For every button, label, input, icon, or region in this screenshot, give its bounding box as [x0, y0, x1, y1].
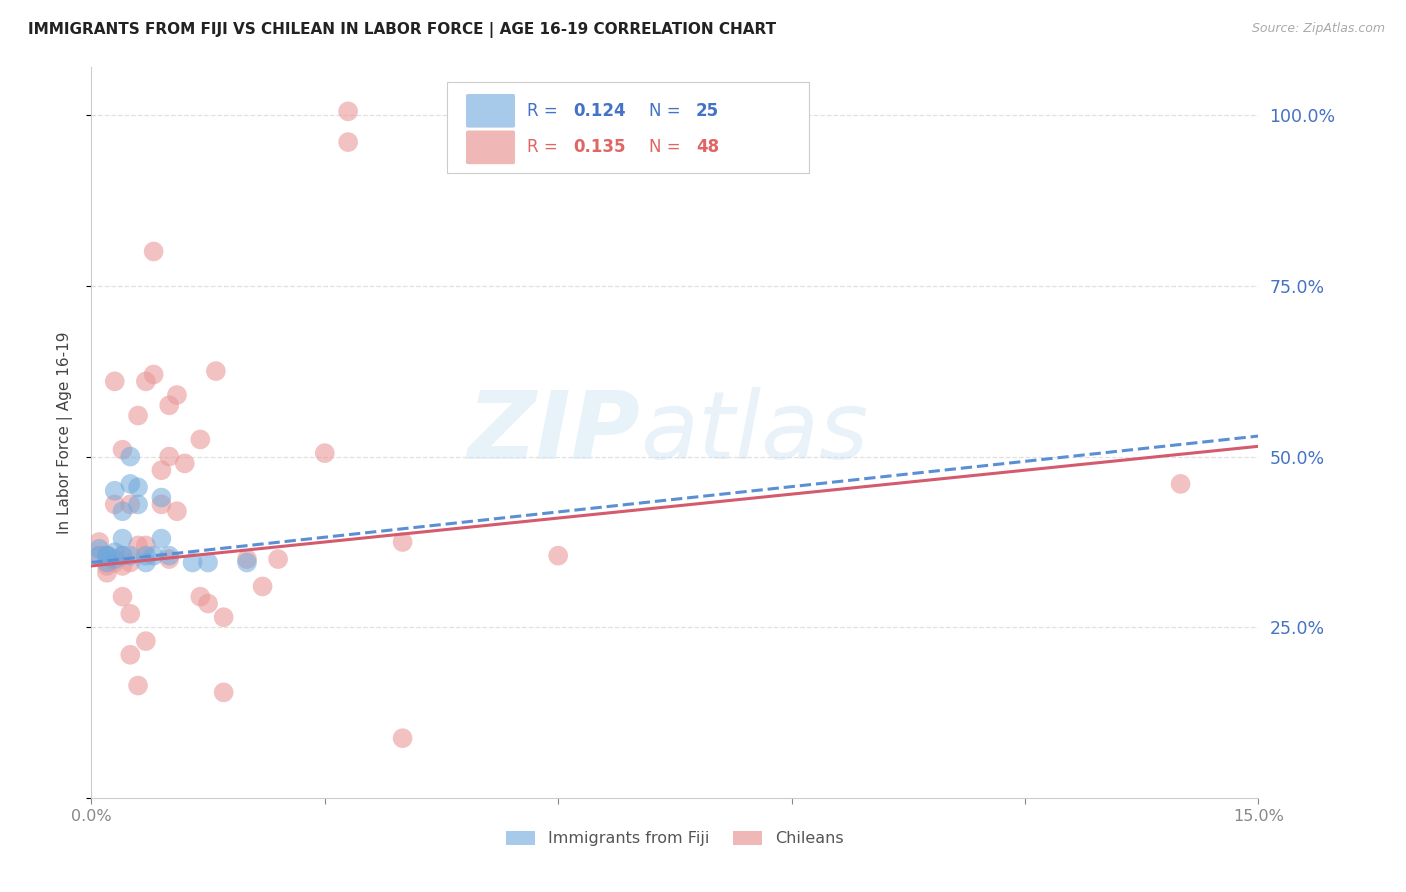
Text: 0.135: 0.135	[574, 138, 626, 156]
Text: N =: N =	[650, 102, 686, 120]
Point	[252, 579, 274, 593]
Point	[135, 634, 157, 648]
Point	[89, 549, 111, 563]
Point	[104, 552, 127, 566]
Point	[142, 549, 165, 563]
Point	[142, 368, 165, 382]
Y-axis label: In Labor Force | Age 16-19: In Labor Force | Age 16-19	[56, 331, 73, 534]
Point	[120, 497, 142, 511]
Text: atlas: atlas	[640, 387, 868, 478]
Point	[89, 535, 111, 549]
Point	[120, 556, 142, 570]
Point	[96, 549, 118, 563]
Point	[173, 456, 195, 470]
Point	[197, 597, 219, 611]
Text: R =: R =	[527, 138, 562, 156]
Point	[96, 558, 118, 573]
Point	[120, 450, 142, 464]
Text: Source: ZipAtlas.com: Source: ZipAtlas.com	[1251, 22, 1385, 36]
Point	[135, 538, 157, 552]
Point	[1170, 476, 1192, 491]
Point	[135, 375, 157, 389]
Point	[120, 549, 142, 563]
Point	[150, 497, 173, 511]
Point	[96, 549, 118, 563]
Point	[120, 648, 142, 662]
Point	[337, 135, 360, 149]
Point	[127, 480, 149, 494]
Point	[391, 535, 413, 549]
Point	[111, 532, 134, 546]
Point	[236, 552, 259, 566]
Point	[127, 409, 149, 423]
Point	[150, 463, 173, 477]
Point	[96, 566, 118, 580]
Point	[236, 556, 259, 570]
Point	[104, 545, 127, 559]
Point	[337, 104, 360, 119]
Text: R =: R =	[527, 102, 562, 120]
Point	[111, 558, 134, 573]
FancyBboxPatch shape	[465, 130, 515, 164]
Point	[212, 685, 235, 699]
Point	[314, 446, 336, 460]
Point	[157, 552, 180, 566]
Point	[391, 731, 413, 746]
Point	[89, 541, 111, 556]
Point	[135, 556, 157, 570]
Point	[96, 556, 118, 570]
Point	[104, 375, 127, 389]
Point	[111, 549, 134, 563]
Point	[127, 538, 149, 552]
Point	[157, 398, 180, 412]
Point	[150, 491, 173, 505]
Point	[188, 433, 211, 447]
Text: 25: 25	[696, 102, 718, 120]
Point	[547, 549, 569, 563]
Point	[197, 556, 219, 570]
Point	[166, 504, 188, 518]
Point	[111, 442, 134, 457]
Point	[135, 549, 157, 563]
Point	[111, 504, 134, 518]
Point	[212, 610, 235, 624]
Text: N =: N =	[650, 138, 686, 156]
Point	[120, 476, 142, 491]
Legend: Immigrants from Fiji, Chileans: Immigrants from Fiji, Chileans	[501, 824, 849, 853]
Text: ZIP: ZIP	[467, 386, 640, 479]
Point	[267, 552, 290, 566]
Text: 0.124: 0.124	[574, 102, 626, 120]
Point	[157, 450, 180, 464]
Point	[120, 607, 142, 621]
Point	[205, 364, 228, 378]
Point	[111, 590, 134, 604]
Point	[104, 483, 127, 498]
Point	[150, 532, 173, 546]
FancyBboxPatch shape	[447, 81, 808, 173]
Point	[127, 679, 149, 693]
Point	[89, 549, 111, 563]
Point	[188, 590, 211, 604]
FancyBboxPatch shape	[465, 94, 515, 128]
Point	[181, 556, 204, 570]
Point	[96, 549, 118, 563]
Text: 48: 48	[696, 138, 718, 156]
Point	[166, 388, 188, 402]
Point	[104, 497, 127, 511]
Point	[127, 497, 149, 511]
Point	[111, 549, 134, 563]
Point	[157, 549, 180, 563]
Point	[142, 244, 165, 259]
Point	[104, 556, 127, 570]
Text: IMMIGRANTS FROM FIJI VS CHILEAN IN LABOR FORCE | AGE 16-19 CORRELATION CHART: IMMIGRANTS FROM FIJI VS CHILEAN IN LABOR…	[28, 22, 776, 38]
